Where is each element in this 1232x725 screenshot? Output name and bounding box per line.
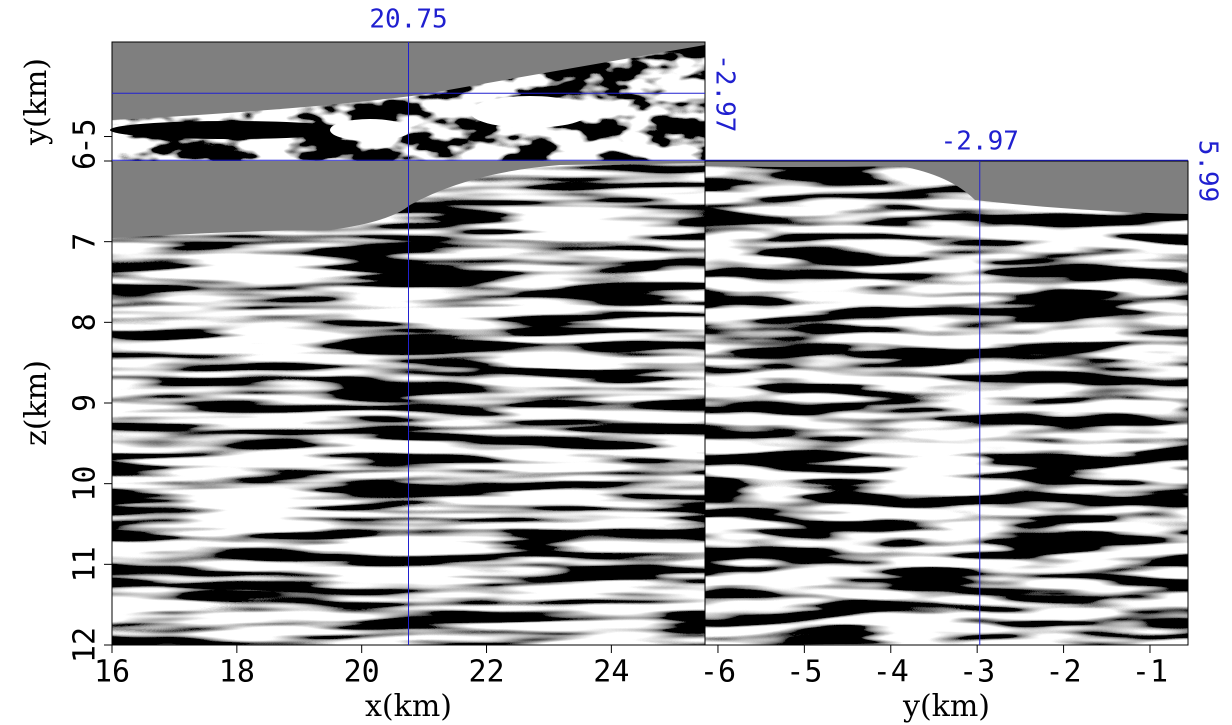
crosshair-label: 20.75	[369, 5, 447, 35]
y-axis-label: y(km)	[19, 58, 54, 146]
x-tick-label: 20	[344, 655, 380, 690]
crosshair-label: -2.97	[710, 54, 740, 132]
top-reflector	[470, 96, 590, 128]
x-tick-label: 22	[468, 655, 504, 690]
y-tick-label: 12	[68, 627, 103, 663]
y-tick-label: -5	[68, 118, 103, 154]
x-axis-label: y(km)	[902, 689, 990, 724]
crosshair-label: 5.99	[1193, 140, 1223, 203]
x-tick-label: -5	[786, 655, 822, 690]
x-tick-label: 24	[593, 655, 629, 690]
y-tick-label: 7	[68, 233, 103, 251]
top-reflector	[330, 119, 410, 141]
x-tick-label: 18	[219, 655, 255, 690]
top-reflector	[110, 121, 350, 139]
x-tick-label: -1	[1132, 655, 1168, 690]
frame	[704, 160, 1189, 646]
crosshair-label: -2.97	[941, 127, 1019, 157]
y-tick-label: 9	[68, 394, 103, 412]
y-tick-label: 11	[68, 546, 103, 582]
water-layer	[705, 161, 1188, 214]
y-tick-label: 8	[68, 313, 103, 331]
x-tick-label: -4	[873, 655, 909, 690]
x-tick-label: -6	[700, 655, 736, 690]
y-tick-label: 6	[68, 152, 103, 170]
y-axis-label: z(km)	[19, 360, 54, 446]
y-tick-label: 10	[68, 466, 103, 502]
x-tick-label: -2	[1046, 655, 1082, 690]
x-tick-label: 16	[94, 655, 130, 690]
x-axis-label: x(km)	[365, 689, 452, 724]
x-tick-label: -3	[959, 655, 995, 690]
side-image	[705, 161, 1188, 645]
